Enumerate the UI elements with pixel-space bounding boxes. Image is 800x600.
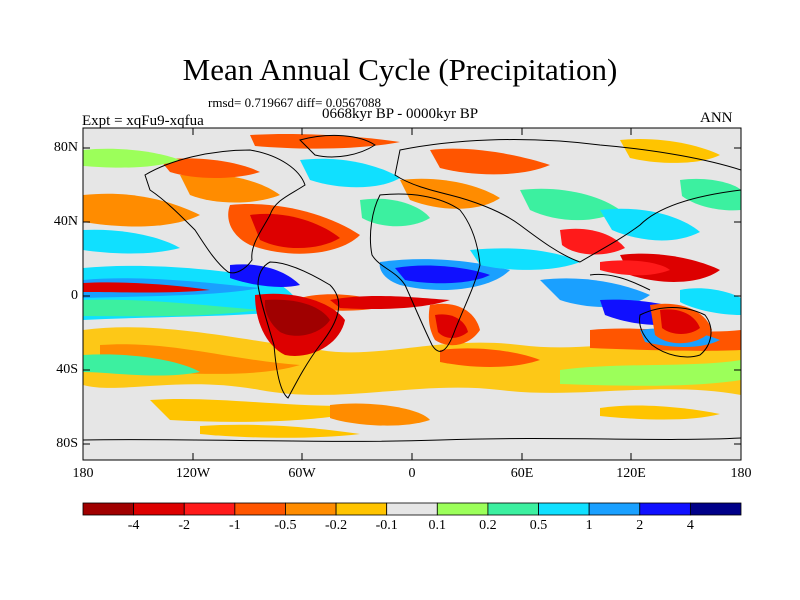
lon-label-0: 0: [408, 466, 416, 481]
colorbar-label: 2: [636, 518, 644, 533]
lon-label-60w: 60W: [288, 466, 316, 481]
axis-ticks: [82, 128, 742, 460]
colorbar-box: [436, 502, 489, 516]
colorbar-label: 4: [686, 518, 694, 533]
experiment-label: Expt = xqFu9-xqfua: [82, 113, 204, 129]
lon-label-180-west: 180: [72, 466, 94, 481]
time-period-label: 0668kyr BP - 0000kyr BP: [322, 106, 479, 122]
colorbar-box: [538, 502, 590, 516]
colorbar-box: [689, 502, 742, 516]
colorbar-box: [234, 502, 286, 516]
colorbar-label: 0.2: [479, 518, 497, 533]
colorbar: [82, 502, 742, 516]
lon-label-120e: 120E: [616, 466, 646, 481]
colorbar-box: [386, 502, 438, 516]
lat-label-40n: 40N: [53, 214, 78, 229]
colorbar-box: [133, 502, 185, 516]
lat-label-80n: 80N: [53, 140, 78, 155]
colorbar-label: -2: [178, 518, 191, 533]
season-label: ANN: [700, 110, 733, 126]
colorbar-label: 1: [585, 518, 593, 533]
continental-anomalies: [255, 293, 712, 356]
lon-label-60e: 60E: [510, 466, 534, 481]
northern-anomalies: [83, 133, 741, 255]
colorbar-label: -1: [229, 518, 241, 533]
lat-label-40s: 40S: [56, 362, 78, 377]
figure-title: Mean Annual Cycle (Precipitation): [182, 52, 618, 87]
colorbar-label: -0.2: [324, 518, 348, 533]
colorbar-label: -4: [127, 518, 140, 533]
colorbar-box: [487, 502, 539, 516]
rmsd-diff-stats: rmsd= 0.719667 diff= 0.0567088: [208, 95, 381, 110]
colorbar-box: [183, 502, 236, 516]
colorbar-box: [639, 502, 691, 516]
colorbar-label: 0.5: [529, 518, 548, 533]
lat-label-80s: 80S: [56, 436, 78, 451]
colorbar-box: [82, 502, 135, 516]
colorbar-box: [335, 502, 388, 516]
colorbar-box: [285, 502, 337, 516]
colorbar-label: 0.1: [428, 518, 447, 533]
colorbar-label: -0.5: [274, 518, 297, 533]
coastlines: [83, 135, 741, 442]
lat-label-0: 0: [71, 288, 78, 303]
lon-label-120w: 120W: [175, 466, 211, 481]
colorbar-box: [588, 502, 641, 516]
lon-label-180-east: 180: [730, 466, 752, 481]
colorbar-label: -0.1: [375, 518, 398, 533]
